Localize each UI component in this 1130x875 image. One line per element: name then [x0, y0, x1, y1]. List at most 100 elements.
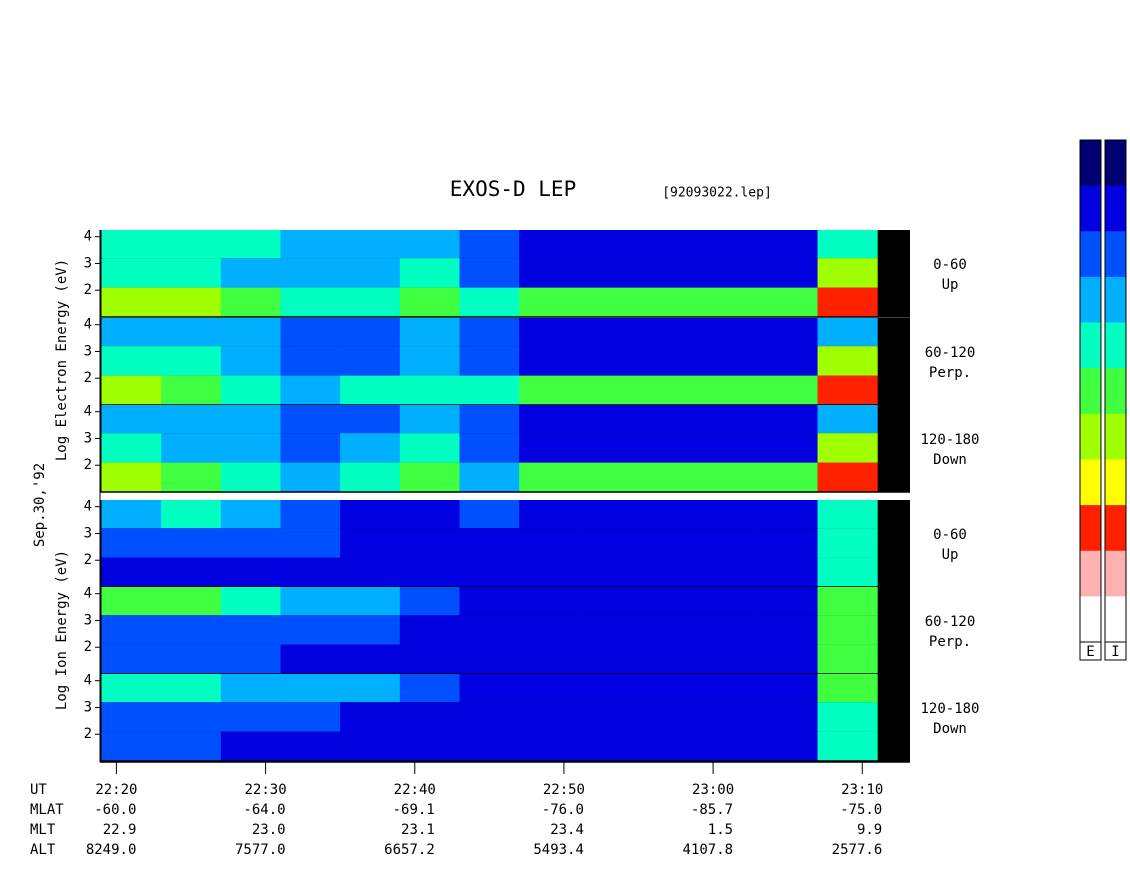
colorbar-swatch: [1080, 596, 1101, 643]
orbit-value: 1.5: [708, 822, 733, 838]
spectrogram-cell: [817, 587, 878, 616]
pitch-label: 120-180: [920, 432, 979, 448]
y-tick-label: 4: [84, 499, 92, 515]
orbit-value: 23.1: [401, 822, 435, 838]
spectrogram-cell: [280, 587, 341, 616]
pitch-label: 0-60: [933, 527, 967, 543]
spectrogram-cell: [817, 500, 878, 529]
y-tick-label: 2: [84, 282, 92, 298]
spectrogram-cell: [817, 375, 878, 405]
spectrogram-cell: [817, 702, 878, 732]
spectrogram-cell: [578, 462, 640, 492]
spectrogram-cell: [220, 674, 281, 703]
spectrogram-cell: [161, 557, 222, 587]
spectrogram-cell: [578, 346, 640, 376]
spectrogram-cell: [101, 287, 162, 317]
spectrogram-cell: [101, 258, 162, 288]
pitch-label: 60-120: [925, 345, 976, 361]
spectrogram-cell: [757, 557, 819, 587]
direction-label: Up: [942, 277, 959, 293]
spectrogram-cell: [519, 346, 580, 376]
orbit-value: 8249.0: [86, 842, 137, 858]
spectrogram-cell: [519, 287, 580, 317]
direction-label: Up: [942, 547, 959, 563]
spectrogram-cell: [340, 557, 401, 587]
spectrogram-cell: [340, 433, 401, 463]
spectrogram-cell: [280, 346, 341, 376]
spectrogram-cell: [817, 433, 878, 463]
spectrogram-cell: [459, 674, 520, 703]
x-tick-label: 22:30: [245, 782, 287, 798]
spectrogram-cell: [280, 405, 341, 434]
spectrogram-cell: [757, 731, 819, 761]
spectrogram-cell: [220, 318, 281, 347]
spectrogram-cell: [340, 587, 401, 616]
spectrogram-cell: [399, 587, 461, 616]
spectrogram-cell: [280, 433, 341, 463]
spectrogram-cell: [638, 587, 699, 616]
spectrogram-cell: [220, 230, 281, 259]
orbit-value: 4107.8: [683, 842, 734, 858]
spectrogram-cell: [757, 230, 819, 259]
spectrogram-cell: [220, 731, 281, 761]
spectrogram-cell: [578, 230, 640, 259]
orbit-value: 5493.4: [533, 842, 584, 858]
spectrogram-cell: [101, 731, 162, 761]
colorbar-swatch: [1105, 550, 1126, 597]
spectrogram-cell: [698, 500, 759, 529]
spectrogram-cell: [280, 500, 341, 529]
y-tick-label: 2: [84, 552, 92, 568]
colorbar-swatch: [1105, 231, 1126, 278]
orbit-value: 2577.6: [832, 842, 883, 858]
y-tick-label: 2: [84, 370, 92, 386]
orbit-value: 22.9: [103, 822, 137, 838]
spectrogram-cell: [817, 528, 878, 558]
spectrogram-cell: [220, 528, 281, 558]
spectrogram-cell: [101, 346, 162, 376]
spectrogram-cell: [399, 702, 461, 732]
spectrogram-cell: [757, 528, 819, 558]
spectrogram-cell: [399, 287, 461, 317]
colorbar-swatch: [1105, 276, 1126, 324]
spectrogram-cell: [578, 731, 640, 761]
spectrogram-cell: [101, 500, 162, 529]
spectrogram-cell: [101, 674, 162, 703]
y-tick-label: 2: [84, 639, 92, 655]
spectrogram-cell: [220, 500, 281, 529]
spectrogram-cell: [340, 230, 401, 259]
spectrogram-cell: [698, 528, 759, 558]
y-tick-label: 3: [84, 430, 92, 446]
colorbar-swatch: [1105, 322, 1126, 369]
spectrogram-cell: [101, 702, 162, 732]
spectrogram-cell: [340, 528, 401, 558]
colorbar-swatch: [1080, 322, 1101, 369]
spectrogram-cell: [519, 702, 580, 732]
spectrogram-cell: [519, 375, 580, 405]
colorbar-swatch: [1080, 276, 1101, 324]
spectrogram-cell: [578, 258, 640, 288]
y-tick-label: 2: [84, 457, 92, 473]
pitch-label: 0-60: [933, 257, 967, 273]
x-tick-label: 23:10: [841, 782, 883, 798]
spectrogram-cell: [519, 557, 580, 587]
colorbar-swatch: [1080, 413, 1101, 460]
spectrogram-cell: [161, 500, 222, 529]
spectrogram-cell: [220, 615, 281, 645]
spectrogram-cell: [638, 287, 699, 317]
spectrogram-cell: [459, 287, 520, 317]
spectrogram-cell: [638, 433, 699, 463]
colorbar-swatch: [1080, 368, 1101, 415]
spectrogram-cell: [757, 674, 819, 703]
spectrogram-cell: [459, 644, 520, 674]
spectrogram-cell: [220, 644, 281, 674]
spectrogram-cell: [698, 230, 759, 259]
spectrogram-cell: [161, 287, 222, 317]
spectrogram-cell: [459, 587, 520, 616]
spectrogram-cell: [399, 731, 461, 761]
colorbar-swatch: [1080, 459, 1101, 506]
orbit-label: ALT: [30, 842, 56, 858]
spectrogram-cell: [817, 405, 878, 434]
spectrogram-cell: [280, 375, 341, 405]
spectrogram-cell: [698, 674, 759, 703]
spectrogram-cell: [161, 674, 222, 703]
